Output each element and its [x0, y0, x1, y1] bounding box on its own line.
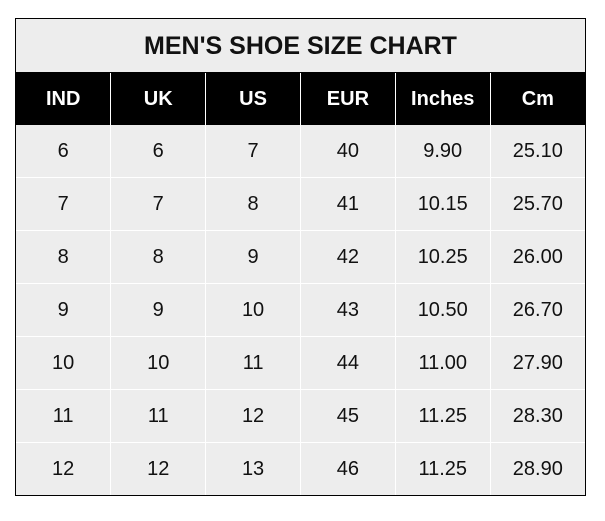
- table-cell: 11.25: [394, 442, 491, 495]
- table-cell: 26.70: [489, 283, 585, 337]
- column-header: US: [205, 73, 301, 125]
- size-table: IND UK US EUR Inches Cm 6 6 7 40 9.90 25.10 7 7 8 41 10…: [16, 73, 585, 495]
- table-cell: 10.25: [394, 230, 491, 284]
- header-row: IND UK US EUR Inches Cm: [16, 73, 585, 125]
- table-cell: 28.30: [489, 389, 585, 443]
- table-row: 12 12 13 46 11.25 28.90: [16, 442, 585, 495]
- table-row: 11 11 12 45 11.25 28.30: [16, 389, 585, 443]
- table-cell: 12: [110, 442, 206, 495]
- table-cell: 7: [110, 177, 206, 231]
- table-cell: 11.00: [394, 336, 491, 390]
- table-cell: 28.90: [489, 442, 585, 495]
- table-cell: 45: [299, 389, 396, 443]
- table-cell: 11: [110, 389, 206, 443]
- column-header: EUR: [299, 73, 396, 125]
- table-cell: 8: [16, 230, 111, 284]
- table-cell: 7: [205, 125, 301, 178]
- table-row: 6 6 7 40 9.90 25.10: [16, 125, 585, 178]
- table-cell: 10.15: [394, 177, 491, 231]
- table-cell: 9: [16, 283, 111, 337]
- table-cell: 9: [110, 283, 206, 337]
- table-row: 8 8 9 42 10.25 26.00: [16, 230, 585, 284]
- table-cell: 9.90: [394, 125, 491, 178]
- table-cell: 25.10: [489, 125, 585, 178]
- table-cell: 8: [205, 177, 301, 231]
- table-cell: 13: [205, 442, 301, 495]
- table-cell: 10: [16, 336, 111, 390]
- table-cell: 46: [299, 442, 396, 495]
- table-cell: 6: [57, 139, 69, 162]
- table-cell: 10: [205, 283, 301, 337]
- table-cell: 12: [205, 389, 301, 443]
- table-cell: 12: [16, 442, 111, 495]
- table-cell: 26.00: [489, 230, 585, 284]
- size-chart: MEN'S SHOE SIZE CHART IND UK US EUR Inches Cm…: [15, 18, 586, 496]
- table-cell: 43: [299, 283, 396, 337]
- table-cell: 41: [299, 177, 396, 231]
- table-cell: 27.90: [489, 336, 585, 390]
- table-cell: 42: [299, 230, 396, 284]
- table-cell: 6: [110, 125, 206, 178]
- table-cell: 44: [299, 336, 396, 390]
- table-cell: 11.25: [394, 389, 491, 443]
- table-row: 7 7 8 41 10.15 25.70: [16, 177, 585, 231]
- table-cell: 11: [205, 336, 301, 390]
- column-header: UK: [110, 73, 206, 125]
- column-header: Cm: [489, 73, 585, 125]
- table-cell: 25.70: [489, 177, 585, 231]
- column-header: Inches: [394, 73, 491, 125]
- table-cell: 11: [16, 389, 111, 443]
- table-cell: 40: [299, 125, 396, 178]
- table-cell: 7: [16, 177, 111, 231]
- column-header: IND: [16, 73, 111, 125]
- table-cell: 10: [110, 336, 206, 390]
- table-row: 9 9 10 43 10.50 26.70: [16, 283, 585, 337]
- table-cell: 8: [110, 230, 206, 284]
- table-row: 10 10 11 44 11.00 27.90: [16, 336, 585, 390]
- table-cell: 10.50: [394, 283, 491, 337]
- chart-title: MEN'S SHOE SIZE CHART: [16, 19, 585, 73]
- table-cell: 9: [205, 230, 301, 284]
